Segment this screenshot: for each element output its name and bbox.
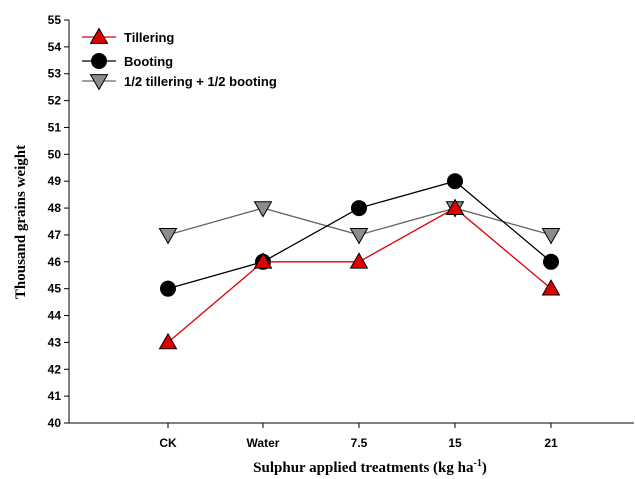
data-point [158, 332, 178, 350]
y-tick-label: 54 [48, 40, 62, 54]
data-point [541, 279, 561, 296]
data-point [253, 201, 273, 218]
data-point [253, 252, 273, 269]
y-tick-label: 50 [48, 147, 62, 161]
y-tick-label: 41 [48, 389, 62, 403]
data-point [349, 228, 369, 245]
y-tick-label: 43 [48, 335, 62, 349]
y-tick-label: 46 [48, 255, 62, 269]
x-axis-ticks: CK Water 7.5 15 21 [159, 423, 558, 450]
series-layer [158, 173, 561, 350]
x-tick-label: CK [159, 436, 177, 450]
x-axis-title: Sulphur applied treatments (kg ha-1) [253, 458, 487, 476]
data-point [160, 280, 176, 297]
data-point [541, 228, 561, 245]
y-tick-label: 52 [48, 94, 62, 108]
x-tick-label: Water [247, 436, 280, 450]
legend-label: Tillering [124, 30, 174, 45]
data-point [351, 200, 367, 217]
y-tick-label: 47 [48, 228, 62, 242]
data-point [445, 198, 465, 215]
y-tick-label: 44 [48, 309, 62, 323]
axes [68, 20, 634, 424]
y-tick-label: 45 [48, 282, 62, 296]
legend-item-2: 1/2 tillering + 1/2 booting [82, 74, 277, 91]
legend-item-0: Tillering [82, 27, 174, 45]
data-point [349, 252, 369, 269]
y-axis-ticks: 40 41 42 43 44 45 46 47 48 49 50 51 52 53 54 55 [48, 13, 69, 430]
x-tick-label: 7.5 [351, 436, 368, 450]
y-tick-label: 49 [48, 174, 62, 188]
data-point [447, 173, 463, 190]
legend-marker [89, 27, 109, 44]
y-axis-title: Thousand grains weight [13, 145, 29, 299]
legend: Tillering Booting 1/2 tillering + 1/2 boot… [82, 27, 277, 91]
legend-label: Booting [124, 54, 173, 69]
data-point [158, 228, 178, 245]
x-tick-label: 15 [448, 436, 462, 450]
y-tick-label: 48 [48, 201, 62, 215]
y-tick-label: 40 [48, 416, 62, 430]
series-0 [158, 198, 561, 350]
data-point [543, 253, 559, 270]
y-tick-label: 55 [48, 13, 62, 27]
legend-label: 1/2 tillering + 1/2 booting [124, 74, 277, 89]
legend-marker [89, 74, 109, 91]
x-tick-label: 21 [544, 436, 558, 450]
legend-item-1: Booting [82, 53, 173, 69]
y-tick-label: 51 [48, 120, 62, 134]
series-1 [160, 173, 559, 297]
y-tick-label: 42 [48, 362, 62, 376]
y-tick-label: 53 [48, 67, 62, 81]
legend-marker [91, 53, 107, 69]
